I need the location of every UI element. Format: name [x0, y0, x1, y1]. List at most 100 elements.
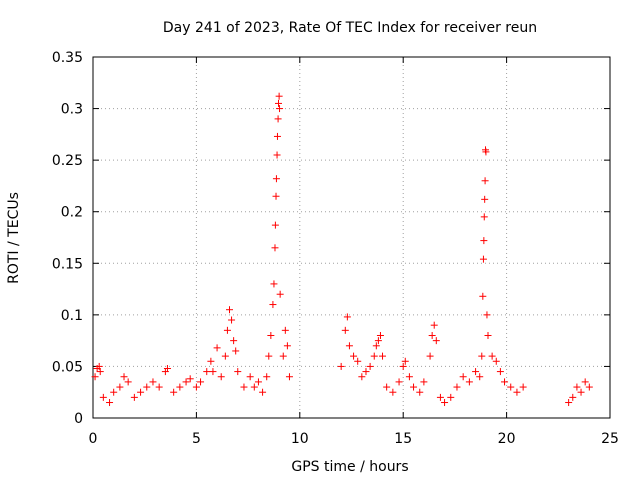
data-point [345, 342, 353, 350]
data-point [203, 368, 211, 376]
data-point [285, 373, 293, 381]
data-point [383, 383, 391, 391]
data-point [263, 373, 271, 381]
data-point [389, 388, 397, 396]
x-axis-label: GPS time / hours [291, 459, 408, 475]
data-point [453, 383, 461, 391]
data-point [483, 311, 491, 319]
data-point [207, 357, 215, 365]
data-point [274, 115, 282, 123]
data-point [343, 313, 351, 321]
data-point [513, 388, 521, 396]
data-point [481, 195, 489, 203]
x-tick-label: 25 [601, 431, 619, 447]
data-point [96, 368, 104, 376]
data-point [484, 331, 492, 339]
data-point [276, 105, 284, 113]
x-tick-labels: 0 5 10 15 20 25 [89, 431, 619, 447]
data-point [223, 326, 231, 334]
data-point [91, 373, 99, 381]
data-point [271, 221, 279, 229]
data-point [585, 383, 593, 391]
data-point [217, 373, 225, 381]
y-tick-label: 0.05 [52, 359, 83, 375]
y-tick-label: 0.1 [61, 308, 83, 324]
data-point [341, 326, 349, 334]
data-points [91, 92, 593, 407]
data-point [479, 255, 487, 263]
data-point [577, 388, 585, 396]
data-point [221, 352, 229, 360]
data-point [426, 352, 434, 360]
data-point [265, 352, 273, 360]
data-point [374, 337, 382, 345]
data-point [569, 393, 577, 401]
data-point [459, 373, 467, 381]
data-point [479, 292, 487, 300]
x-tick-label: 15 [394, 431, 412, 447]
data-point [410, 383, 418, 391]
data-point [225, 306, 233, 314]
data-point [428, 331, 436, 339]
data-point [480, 213, 488, 221]
data-point [275, 92, 283, 100]
y-tick-label: 0.25 [52, 153, 83, 169]
data-point [481, 177, 489, 185]
data-point [116, 383, 124, 391]
data-point [106, 399, 114, 407]
y-tick-label: 0.15 [52, 256, 83, 272]
y-tick-label: 0.3 [61, 102, 83, 118]
data-point [274, 99, 282, 107]
data-point [447, 393, 455, 401]
x-tick-label: 20 [498, 431, 516, 447]
data-point [492, 357, 500, 365]
data-point [354, 357, 362, 365]
data-point [99, 393, 107, 401]
data-point [420, 378, 428, 386]
chart-title: Day 241 of 2023, Rate Of TEC Index for r… [163, 20, 537, 36]
y-tick-label: 0.2 [61, 205, 83, 221]
data-point [120, 373, 128, 381]
data-point [276, 290, 284, 298]
data-point [581, 378, 589, 386]
data-point [337, 362, 345, 370]
data-point [401, 357, 409, 365]
data-point [507, 383, 515, 391]
data-point [186, 375, 194, 383]
data-point [272, 175, 280, 183]
x-tick-label: 5 [192, 431, 201, 447]
data-point [273, 132, 281, 140]
data-point [283, 342, 291, 350]
data-point [234, 368, 242, 376]
data-point [270, 280, 278, 288]
data-point [259, 388, 267, 396]
data-point [430, 321, 438, 329]
data-point [124, 378, 132, 386]
data-point [379, 352, 387, 360]
data-point [213, 344, 221, 352]
data-point [432, 337, 440, 345]
data-point [436, 393, 444, 401]
data-point [176, 383, 184, 391]
data-point [519, 383, 527, 391]
data-point [482, 148, 490, 156]
data-point [350, 352, 358, 360]
x-tick-label: 0 [89, 431, 98, 447]
data-point [240, 383, 248, 391]
data-point [416, 388, 424, 396]
data-point [372, 342, 380, 350]
y-axis-label: ROTI / TECUs [6, 192, 22, 284]
data-point [246, 373, 254, 381]
data-point [209, 368, 217, 376]
data-point [149, 378, 157, 386]
data-point [358, 373, 366, 381]
plot-border [92, 56, 611, 419]
data-point [370, 352, 378, 360]
data-point [366, 362, 374, 370]
data-point [192, 383, 200, 391]
data-point [232, 347, 240, 355]
x-tick-label: 10 [291, 431, 309, 447]
data-point [197, 378, 205, 386]
data-point [472, 368, 480, 376]
